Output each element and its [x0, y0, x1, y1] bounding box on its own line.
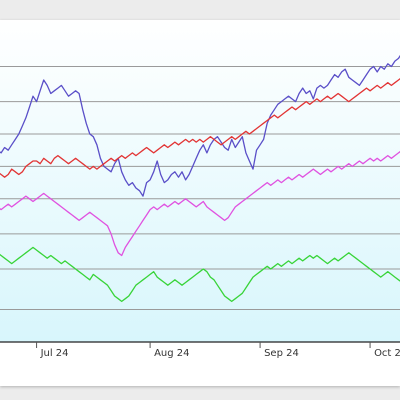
x-tick-label: Oct 24 — [374, 348, 400, 359]
chart-frame: Jul 24 Aug 24 Sep 24 Oct 24 — [0, 20, 400, 386]
x-tick-label: Aug 24 — [154, 348, 189, 359]
series-line-0 — [0, 54, 400, 197]
series-line-2 — [0, 150, 400, 257]
series-line-1 — [0, 78, 400, 178]
x-tick-label: Sep 24 — [264, 348, 299, 359]
series-line-3 — [0, 246, 400, 303]
plot-background — [0, 20, 400, 342]
x-axis: Jul 24 Aug 24 Sep 24 Oct 24 — [0, 341, 400, 359]
series-lines — [0, 54, 400, 303]
grid-lines — [0, 66, 400, 310]
line-chart: Jul 24 Aug 24 Sep 24 Oct 24 — [0, 20, 400, 359]
x-tick-label: Jul 24 — [40, 348, 69, 359]
